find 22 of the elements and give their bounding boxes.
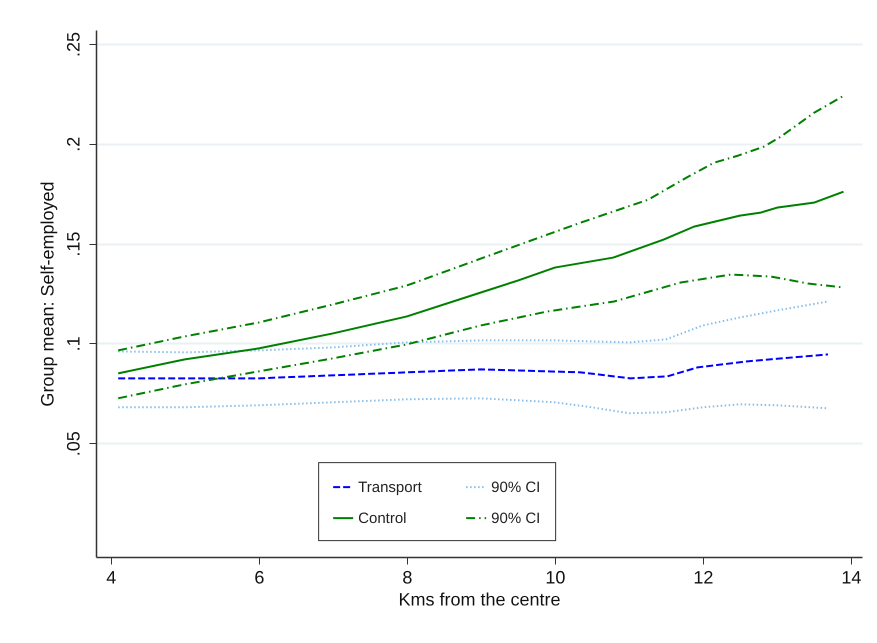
legend-label: Control (358, 510, 406, 528)
legend-label: 90% CI (491, 479, 540, 496)
y-tick-label: .15 (64, 232, 84, 257)
line-series (117, 300, 829, 354)
line-series (117, 190, 844, 374)
y-tick-label: .2 (64, 136, 84, 152)
x-tick-label: 8 (402, 568, 412, 588)
line-series (117, 94, 844, 352)
y-axis-title: Group mean: Self-employed (38, 181, 58, 407)
legend-label: Transport (358, 479, 423, 496)
line-series (117, 353, 829, 380)
x-axis-title: Kms from the centre (398, 590, 561, 610)
y-tick-label: .25 (64, 32, 84, 57)
x-tick-label: 6 (254, 568, 264, 588)
y-tick-label: .1 (64, 336, 84, 352)
y-tick-label: .05 (64, 431, 84, 456)
x-tick-label: 14 (841, 568, 862, 588)
legend-label: 90% CI (491, 510, 540, 528)
x-tick-label: 10 (545, 568, 566, 588)
line-series (117, 397, 829, 414)
x-tick-label: 12 (693, 568, 714, 588)
x-tick-label: 4 (106, 568, 116, 588)
